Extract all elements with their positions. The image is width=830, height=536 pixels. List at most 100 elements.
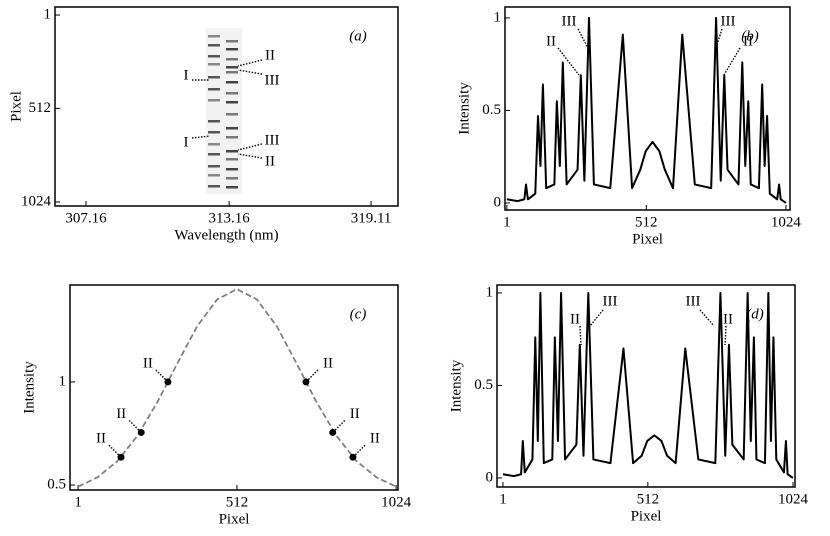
plot-frame: [69, 284, 399, 491]
x-tick-label: 512: [637, 491, 660, 507]
y-tick-label: 0.5: [474, 377, 493, 393]
y-tick-label: 0.5: [482, 102, 501, 118]
annotation: III: [603, 293, 618, 309]
panel-label: (d): [746, 306, 764, 322]
spectral-line: [226, 186, 238, 189]
spectral-line: [226, 101, 238, 104]
spectral-line: [208, 63, 220, 66]
x-axis-label: Pixel: [219, 511, 250, 527]
point-label: II: [370, 431, 380, 447]
spectral-line: [208, 143, 220, 146]
annotation: II: [570, 311, 580, 327]
data-point: [329, 428, 337, 436]
plot-frame: [504, 6, 791, 211]
annotation: II: [723, 311, 733, 327]
data-point: [137, 428, 145, 436]
spectral-line: [208, 153, 220, 156]
spectral-line: [208, 55, 220, 58]
spectral-line: [226, 81, 238, 84]
x-tick-label: 1024: [381, 494, 412, 510]
y-tick-label: 1024: [21, 193, 52, 209]
annotation: I: [184, 134, 189, 150]
spectral-line: [226, 71, 238, 74]
y-tick-label: 1: [486, 284, 494, 300]
panel-label: (c): [350, 306, 367, 322]
spectral-line: [226, 58, 238, 61]
x-tick-label: 319.11: [351, 210, 392, 226]
point-label: II: [143, 355, 153, 371]
spectral-line: [208, 88, 220, 91]
point-label: II: [96, 431, 106, 447]
data-point: [349, 453, 357, 461]
spectral-line: [208, 131, 220, 134]
spectral-line: [208, 99, 220, 102]
spectral-line: [226, 158, 238, 161]
annotation-leader: [191, 135, 211, 139]
data-point: [164, 378, 172, 386]
panel-label: (b): [741, 28, 759, 44]
annotation: I: [184, 67, 189, 83]
point-label: II: [350, 406, 360, 422]
plot-frame: [496, 284, 796, 488]
annotation: III: [265, 132, 280, 148]
x-tick-label: 313.16: [208, 210, 250, 226]
spectral-line: [226, 113, 238, 116]
y-tick-label: 0: [494, 194, 502, 210]
annotation-leader: [237, 143, 263, 151]
y-tick-label: 1: [494, 9, 502, 25]
annotation-leader: [723, 47, 741, 76]
annotation-leader: [237, 153, 263, 159]
annotation-leader: [237, 59, 263, 67]
annotation-leader: [699, 309, 715, 327]
spectral-line: [226, 66, 238, 69]
annotation-leader: [237, 69, 263, 75]
annotation-leader: [577, 28, 589, 49]
y-axis-label: Pixel: [8, 91, 24, 122]
data-line: [77, 288, 397, 488]
spectral-line: [226, 127, 238, 130]
data-point: [117, 453, 125, 461]
x-axis-label: Pixel: [632, 231, 663, 247]
panel-label: (a): [349, 28, 367, 44]
spectral-line: [226, 177, 238, 180]
annotation: II: [546, 33, 556, 49]
x-tick-label: 1: [499, 491, 507, 507]
annotation: II: [265, 153, 275, 169]
point-label: II: [116, 406, 126, 422]
point-label: II: [323, 355, 333, 371]
y-tick-label: 1: [44, 6, 52, 22]
spectral-line: [226, 168, 238, 171]
data-point: [302, 378, 310, 386]
y-axis-label: Intensity: [456, 82, 472, 135]
spectral-line: [226, 40, 238, 43]
y-tick-label: 0: [486, 469, 494, 485]
spectral-line: [226, 92, 238, 95]
spectral-line: [208, 185, 220, 188]
annotation: III: [721, 13, 736, 29]
annotation-leader: [557, 47, 580, 76]
y-axis-label: Intensity: [21, 361, 37, 414]
y-axis-label: Intensity: [448, 359, 464, 412]
x-tick-label: 512: [635, 214, 658, 230]
annotation: III: [265, 72, 280, 88]
annotation-leader: [715, 28, 723, 49]
annotation: III: [562, 13, 577, 29]
x-axis-label: Wavelength (nm): [174, 227, 278, 243]
spectral-line: [208, 76, 220, 79]
spectral-line: [226, 48, 238, 51]
y-tick-label: 1: [59, 373, 67, 389]
annotation-leader: [579, 325, 582, 346]
spectral-line: [208, 35, 220, 38]
data-line: [506, 16, 787, 204]
x-tick-label: 1024: [771, 214, 802, 230]
x-tick-label: 1: [503, 214, 511, 230]
x-tick-label: 1: [74, 494, 82, 510]
y-tick-label: 0.5: [47, 476, 66, 492]
y-tick-label: 512: [29, 100, 52, 116]
spectral-line: [226, 136, 238, 139]
plot-frame: [54, 6, 399, 207]
spectral-line: [208, 165, 220, 168]
x-tick-label: 1024: [778, 491, 809, 507]
spectral-line: [208, 120, 220, 123]
